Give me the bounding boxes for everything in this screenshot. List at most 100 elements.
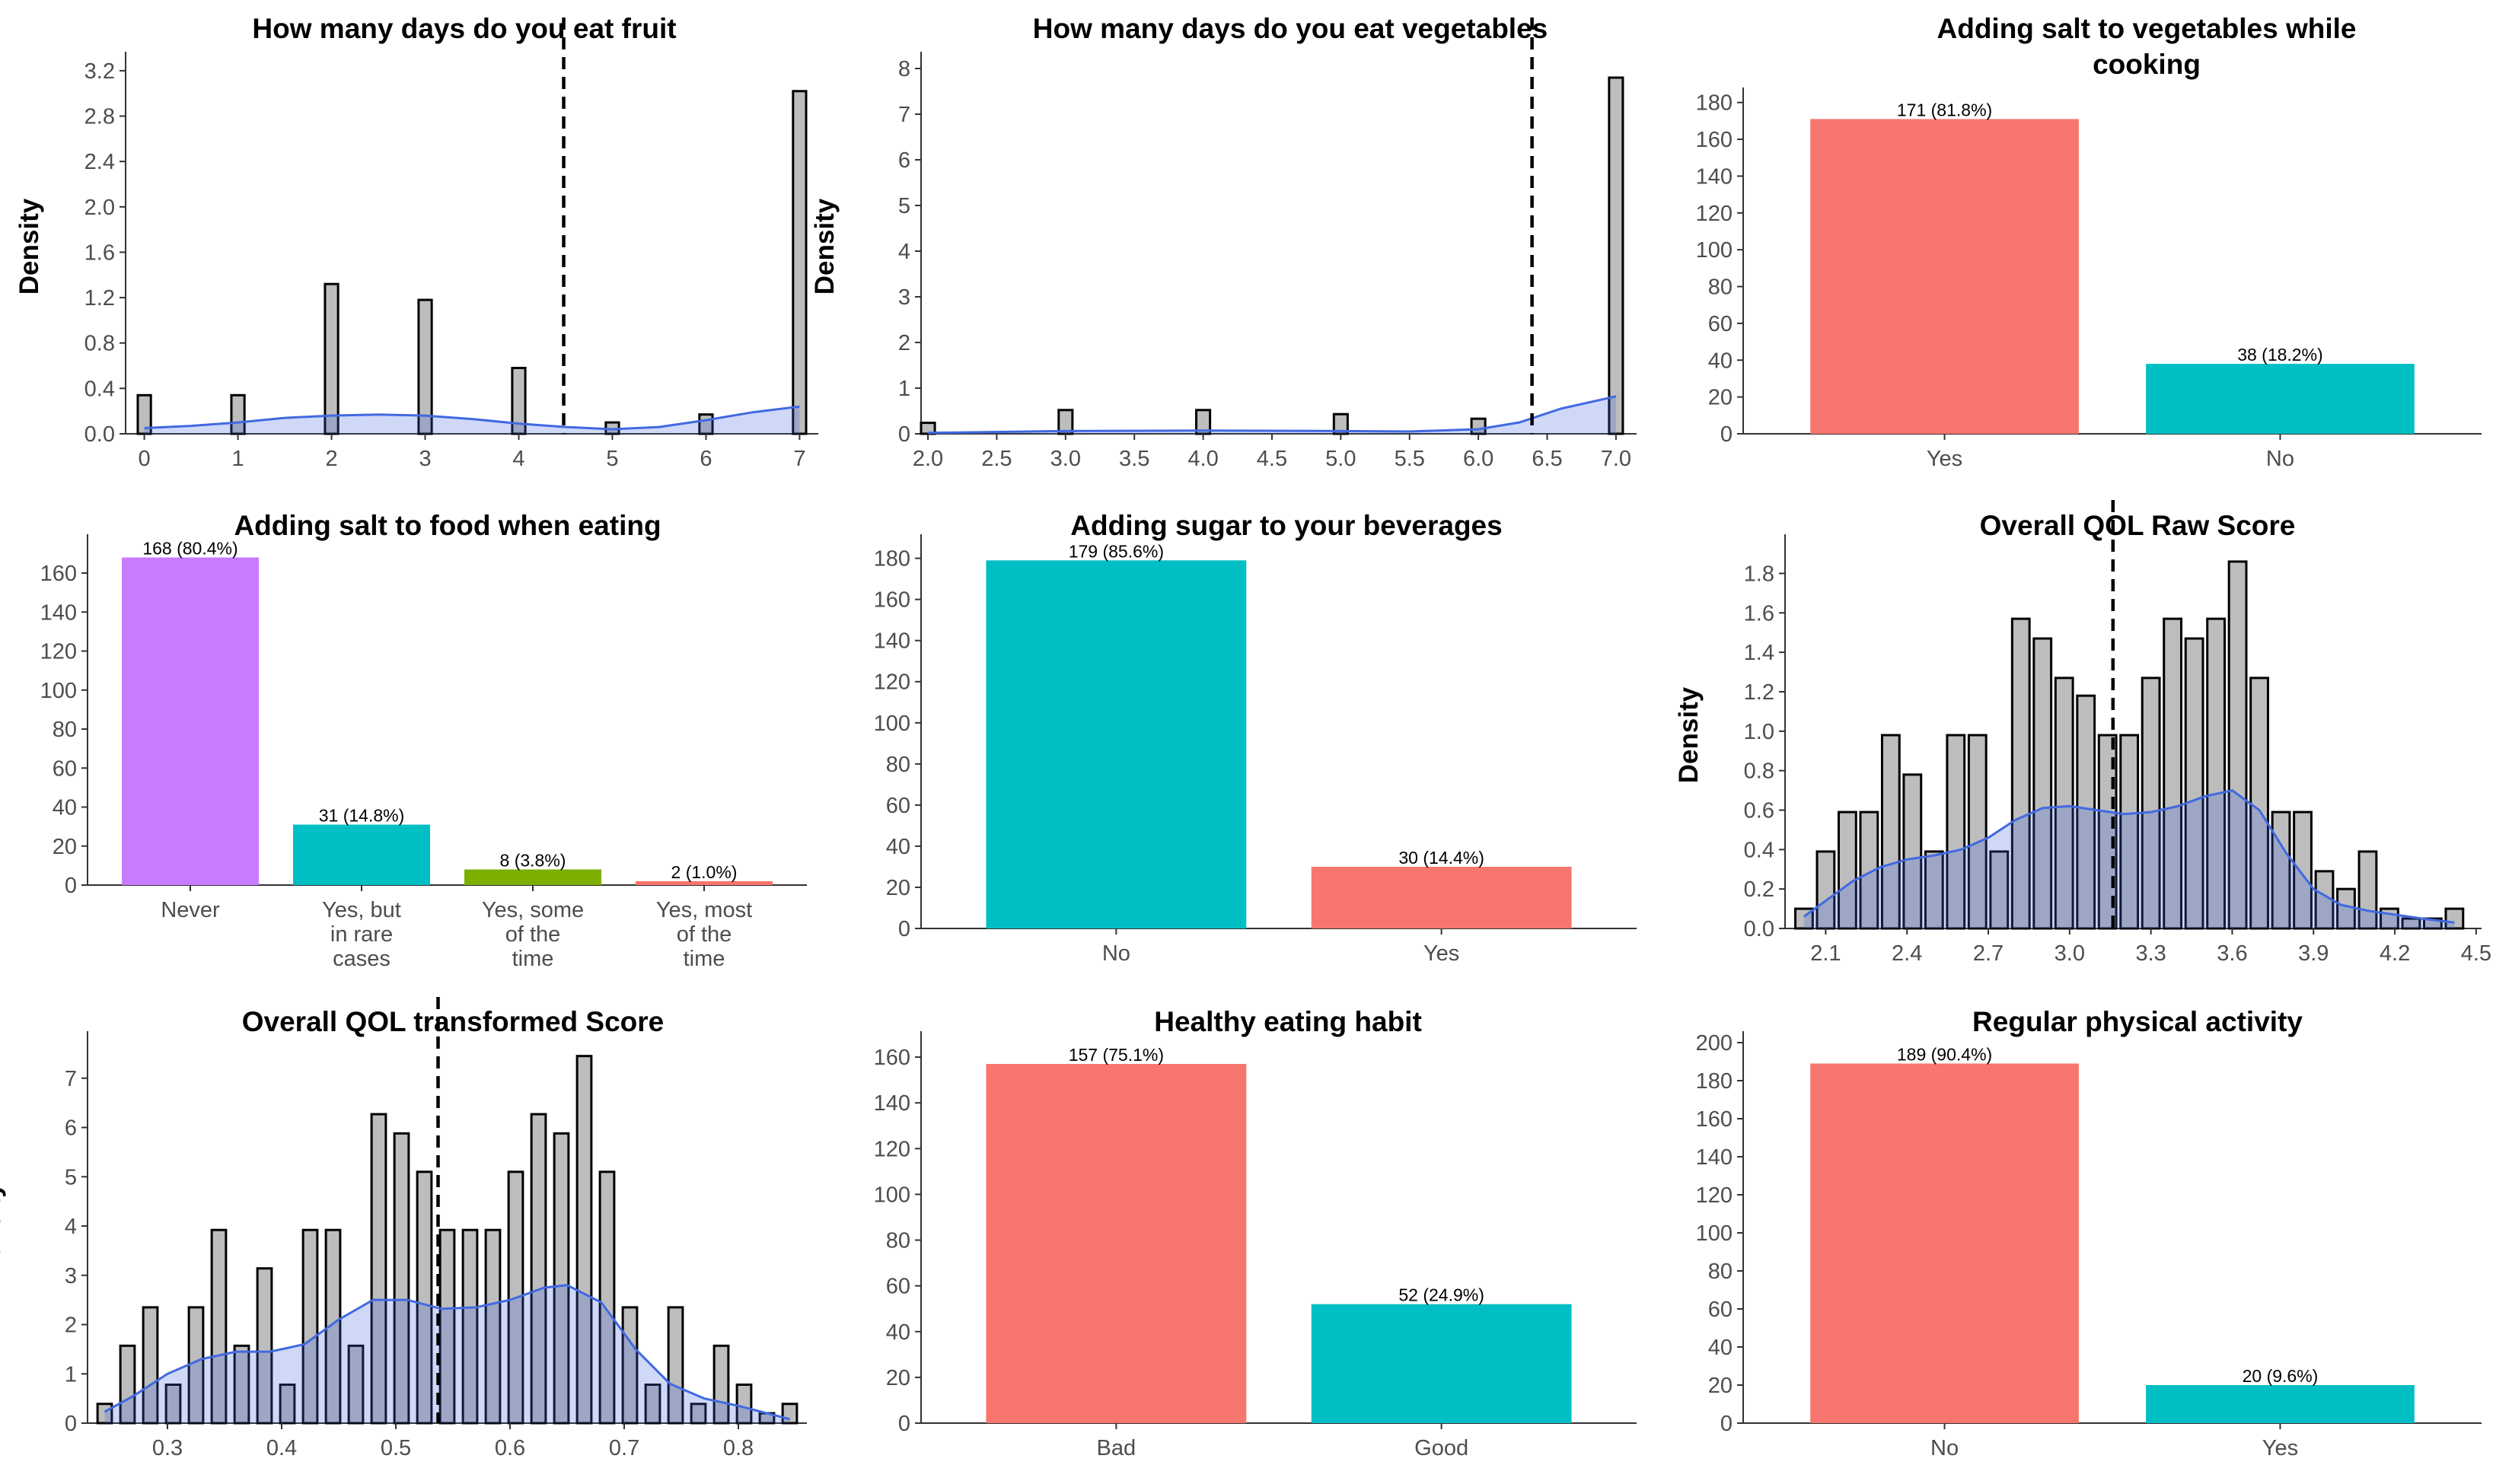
x-tick-label: 3.0: [2055, 941, 2085, 966]
y-tick-label: 5: [898, 194, 910, 218]
histogram-bar: [1946, 734, 1966, 930]
y-tick-label: 80: [1708, 275, 1733, 300]
bar-data-label: 38 (18.2%): [2237, 345, 2323, 365]
histogram-bar: [142, 1306, 159, 1425]
y-axis-label: Density: [0, 1183, 6, 1279]
histogram-bar: [2010, 617, 2031, 930]
x-tick-label: 3.9: [2298, 941, 2329, 966]
y-tick-label: 20: [1708, 1374, 1733, 1398]
bar: [2146, 1385, 2415, 1423]
chart-panel-2: How many days do you eat vegetables 0 1 2 3 4…: [810, 13, 1637, 471]
x-tick-label: 2.5: [981, 447, 1012, 471]
histogram-bar: [2032, 637, 2053, 930]
histogram-bar: [2054, 677, 2074, 930]
y-tick-label: 0.6: [1744, 798, 1774, 823]
histogram-bar: [792, 90, 808, 435]
histogram-bar: [1837, 810, 1857, 930]
y-tick-label: 3.2: [84, 59, 115, 84]
x-tick-label: No: [1930, 1436, 1959, 1460]
y-tick-label: 160: [874, 588, 910, 613]
y-tick-label: 120: [1696, 1183, 1733, 1208]
histogram-bar: [233, 1344, 250, 1425]
y-tick-label: 120: [40, 640, 77, 664]
density-area: [1803, 790, 2455, 928]
histogram-bar: [2444, 907, 2465, 930]
y-tick-label: 1.2: [1744, 680, 1774, 705]
y-tick-label: 80: [1708, 1259, 1733, 1284]
y-tick-label: 60: [1708, 312, 1733, 336]
x-tick-label: Yes: [2262, 1436, 2298, 1460]
bar: [464, 869, 601, 885]
histogram-bar: [2184, 637, 2204, 930]
y-tick-label: 80: [886, 753, 910, 777]
chart-title: Healthy eating habit: [1154, 1006, 1422, 1037]
x-tick-label: 5: [606, 447, 618, 471]
y-axis-label: Density: [1674, 686, 1704, 783]
chart-title: How many days do you eat vegetables: [1033, 13, 1548, 44]
y-tick-label: 1.0: [1744, 720, 1774, 744]
chart-panel-4: Adding salt to food when eating 0 20 40 60 80…: [40, 510, 807, 971]
y-tick-label: 1.6: [84, 240, 115, 265]
histogram-bar: [1880, 734, 1901, 930]
bar: [1311, 866, 1572, 928]
bar-data-label: 30 (14.4%): [1398, 848, 1484, 868]
histogram-bar: [119, 1344, 136, 1425]
histogram-bar: [2076, 694, 2096, 930]
density-curve: [1803, 788, 2455, 924]
y-tick-label: 3: [898, 285, 910, 310]
y-tick-label: 100: [1696, 1221, 1733, 1246]
chart-title: How many days do you eat fruit: [252, 13, 676, 44]
y-tick-label: 4: [65, 1215, 77, 1239]
histogram-bar: [210, 1228, 228, 1425]
y-tick-label: 60: [886, 1275, 910, 1299]
chart-panel-6: Overall QOL Raw Score 0.0 0.2 0.4 0.6 0.8 1.0 1…: [1674, 500, 2491, 966]
chart-panel-8: Healthy eating habit 0 20 40 60 80 100 120 140 16…: [874, 1006, 1637, 1460]
x-tick-label: 0.4: [266, 1436, 297, 1460]
histogram-bar: [735, 1384, 753, 1425]
bar: [1311, 1304, 1572, 1423]
x-tick-label: 4: [512, 447, 524, 471]
y-tick-label: 60: [886, 794, 910, 818]
bar-data-label: 31 (14.8%): [319, 806, 405, 826]
histogram-bar: [279, 1384, 296, 1425]
y-tick-label: 60: [1708, 1298, 1733, 1322]
bar-data-label: 157 (75.1%): [1069, 1045, 1164, 1065]
y-tick-label: 180: [1696, 91, 1733, 116]
y-tick-label: 0.4: [1744, 838, 1774, 862]
histogram-bar: [347, 1344, 365, 1425]
histogram-bar: [2227, 560, 2248, 930]
y-tick-label: 6: [65, 1116, 77, 1141]
y-tick-label: 6: [898, 148, 910, 173]
y-tick-label: 0: [898, 422, 910, 447]
histogram-bar: [324, 282, 340, 435]
x-tick-label: 0: [139, 447, 151, 471]
y-tick-label: 2: [65, 1314, 77, 1338]
histogram-bar: [301, 1228, 319, 1425]
bar: [1810, 1063, 2079, 1423]
chart-title: Regular physical activity: [1972, 1006, 2303, 1037]
histogram-bar: [2293, 810, 2313, 930]
histogram-bar: [1989, 850, 2010, 930]
y-tick-label: 0: [65, 1412, 77, 1436]
y-tick-label: 140: [1696, 164, 1733, 189]
y-tick-label: 80: [53, 718, 77, 742]
bar-data-label: 52 (24.9%): [1398, 1285, 1484, 1305]
y-tick-label: 180: [1696, 1069, 1733, 1094]
density-curve: [927, 395, 1617, 435]
x-tick-label: 4.5: [1257, 447, 1287, 471]
histogram-bar: [1608, 76, 1624, 435]
y-tick-label: 40: [886, 1320, 910, 1345]
x-tick-label: Yes, most: [656, 898, 752, 922]
y-tick-label: 140: [40, 600, 77, 625]
x-tick-label: 0.5: [381, 1436, 411, 1460]
y-tick-label: 160: [1696, 128, 1733, 152]
bar-data-label: 179 (85.6%): [1069, 541, 1164, 561]
y-tick-label: 100: [874, 1183, 910, 1207]
histogram-bar: [575, 1055, 593, 1425]
y-tick-label: 120: [1696, 202, 1733, 226]
y-tick-label: 1.2: [84, 286, 115, 310]
y-tick-label: 7: [898, 103, 910, 127]
histogram-bar: [2206, 617, 2226, 930]
y-tick-label: 80: [886, 1229, 910, 1253]
y-tick-label: 0.8: [1744, 760, 1774, 784]
